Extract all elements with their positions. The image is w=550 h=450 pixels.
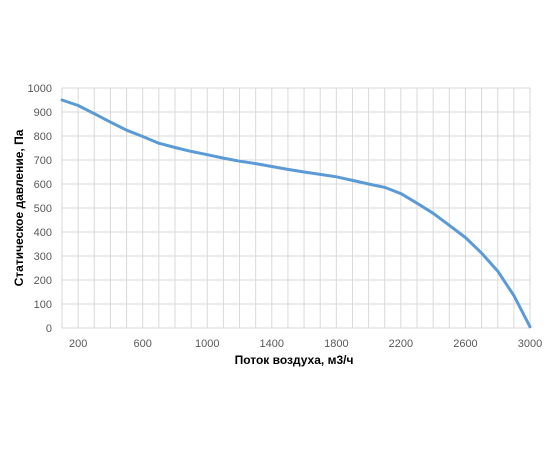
y-tick-label: 400: [34, 227, 52, 239]
x-axis-ticks: 200 600 1000 1400 1800 2200 2600 3000: [69, 338, 542, 350]
x-tick-label: 2200: [389, 338, 413, 350]
y-tick-label: 300: [34, 251, 52, 263]
x-tick-label: 1000: [195, 338, 219, 350]
y-tick-label: 100: [34, 299, 52, 311]
x-tick-label: 3000: [518, 338, 542, 350]
y-tick-label: 800: [34, 131, 52, 143]
x-tick-label: 2600: [453, 338, 477, 350]
grid-lines: [61, 87, 531, 329]
x-tick-label: 1800: [324, 338, 348, 350]
y-axis-ticks: 0 100 200 300 400 500 600 700 800 900 1000: [28, 83, 52, 335]
x-axis-title: Поток воздуха, м3/ч: [235, 353, 354, 367]
x-tick-label: 200: [69, 338, 87, 350]
y-tick-label: 1000: [28, 83, 52, 95]
series-layer: [60, 98, 532, 329]
series-line: [60, 98, 532, 329]
y-tick-label: 700: [34, 155, 52, 167]
y-axis-title: Статическое давление, Па: [12, 129, 26, 286]
y-tick-label: 600: [34, 179, 52, 191]
y-tick-label: 200: [34, 275, 52, 287]
x-tick-label: 1400: [260, 338, 284, 350]
y-tick-label: 0: [46, 323, 52, 335]
y-tick-label: 500: [34, 203, 52, 215]
y-tick-label: 900: [34, 107, 52, 119]
x-tick-label: 600: [134, 338, 152, 350]
